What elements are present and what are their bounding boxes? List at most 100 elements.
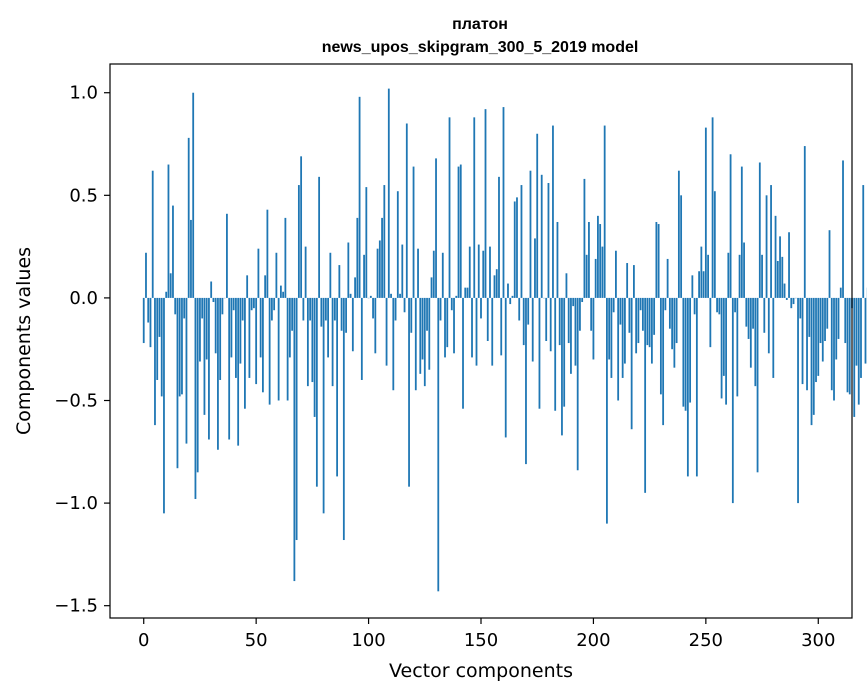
bar-10 (165, 291, 168, 298)
bar-138 (453, 297, 455, 354)
bar-212 (619, 297, 622, 325)
bar-94 (354, 277, 356, 298)
bar-127 (428, 297, 431, 370)
bar-139 (455, 295, 458, 298)
bar-157 (495, 269, 498, 298)
bar-241 (684, 297, 687, 411)
bar-301 (819, 297, 822, 344)
bar-32 (214, 297, 217, 354)
bar-109 (387, 88, 390, 298)
bar-302 (821, 297, 824, 362)
bar-47 (248, 297, 251, 378)
bar-99 (365, 187, 368, 298)
bar-82 (327, 297, 329, 358)
bar-268 (745, 297, 748, 327)
bar-61 (279, 285, 282, 298)
bar-152 (484, 109, 487, 298)
bar-18 (183, 297, 186, 319)
bar-195 (581, 297, 584, 303)
bar-214 (624, 297, 626, 364)
bar-158 (498, 176, 500, 298)
plot-frame (109, 63, 853, 619)
bar-286 (785, 297, 788, 300)
bar-215 (626, 263, 629, 298)
bar-282 (776, 260, 779, 298)
bar-90 (345, 297, 347, 333)
bar-284 (781, 256, 784, 298)
bar-120 (412, 166, 415, 298)
bar-126 (426, 297, 428, 331)
bar-57 (270, 297, 273, 321)
bar-243 (689, 297, 692, 403)
bar-298 (812, 297, 815, 415)
bar-263 (734, 297, 736, 313)
bar-296 (808, 297, 811, 337)
bar-260 (727, 252, 730, 298)
bar-137 (450, 297, 453, 311)
bar-17 (181, 297, 183, 395)
x-axis-ticks: 0 50 100 150 200 250 300 (138, 618, 835, 651)
bar-244 (691, 275, 694, 298)
bar-213 (621, 297, 624, 378)
bar-189 (567, 297, 570, 344)
bar-305 (828, 230, 831, 298)
bar-2 (147, 297, 150, 323)
bar-26 (201, 297, 204, 319)
x-tick-label: 0 (138, 630, 149, 651)
bar-151 (482, 250, 485, 298)
bar-319 (860, 297, 862, 378)
bar-208 (610, 297, 613, 378)
bar-220 (637, 297, 640, 344)
bar-20 (187, 137, 190, 298)
bar-232 (664, 297, 667, 311)
bar-258 (722, 297, 725, 376)
bar-124 (421, 297, 424, 360)
bar-16 (178, 297, 181, 397)
bar-131 (437, 297, 440, 592)
bar-156 (493, 275, 496, 298)
bar-12 (169, 273, 172, 298)
bar-196 (583, 178, 586, 298)
bar-211 (617, 297, 620, 401)
bar-310 (839, 287, 842, 298)
bar-24 (196, 297, 199, 473)
bar-117 (405, 123, 408, 298)
y-tick-label: 1.0 (69, 83, 98, 104)
bar-295 (806, 297, 808, 391)
bar-4 (151, 170, 154, 298)
bar-170 (525, 297, 527, 465)
bar-89 (342, 297, 345, 541)
bar-312 (844, 297, 847, 344)
bar-0 (142, 297, 145, 344)
bar-74 (309, 297, 312, 321)
bar-219 (635, 297, 638, 354)
bar-33 (217, 297, 219, 450)
bar-179 (545, 297, 548, 341)
bar-168 (520, 185, 523, 298)
bar-132 (439, 297, 442, 321)
bar-180 (547, 183, 550, 298)
bar-106 (381, 217, 383, 298)
bar-205 (603, 125, 606, 298)
bar-269 (747, 297, 750, 339)
bar-311 (842, 160, 844, 298)
bar-254 (713, 191, 716, 298)
bar-223 (644, 297, 647, 493)
bar-22 (192, 92, 195, 298)
bar-128 (430, 277, 433, 298)
y-tick-label: 0.5 (69, 185, 98, 206)
bar-200 (592, 297, 595, 360)
bar-54 (264, 275, 267, 298)
bar-98 (363, 254, 365, 298)
bar-183 (554, 297, 557, 411)
bar-59 (275, 252, 278, 298)
bar-119 (410, 297, 413, 333)
bar-173 (531, 297, 534, 362)
x-axis-label: Vector components (389, 660, 573, 682)
bar-65 (288, 297, 291, 358)
bar-85 (333, 297, 336, 321)
bar-247 (698, 271, 700, 298)
bar-69 (297, 185, 300, 298)
bar-194 (579, 297, 581, 331)
